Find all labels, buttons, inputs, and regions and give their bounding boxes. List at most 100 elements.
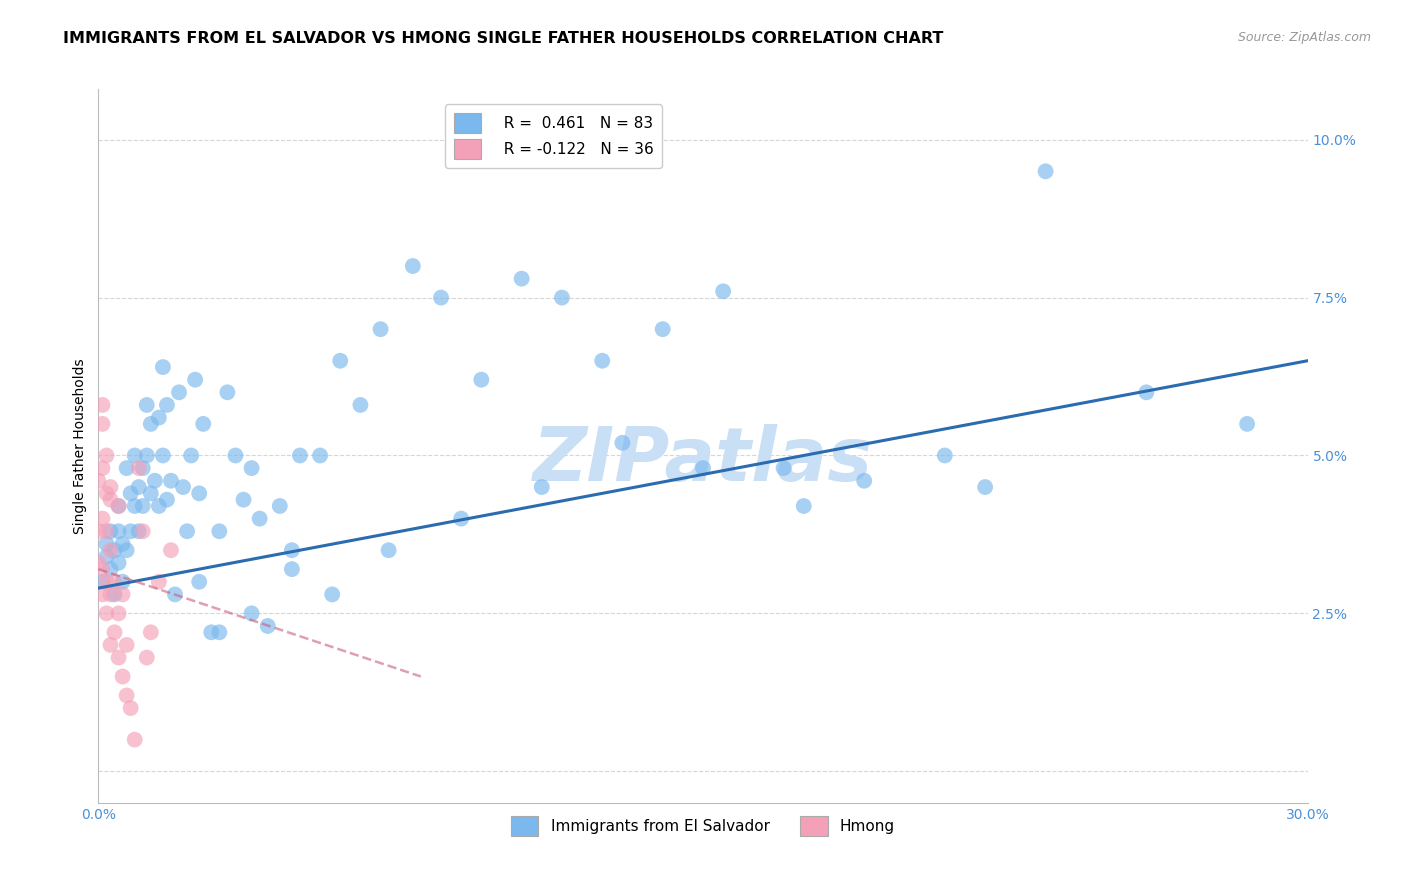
Point [974, 480, 997, 494]
Legend: Immigrants from El Salvador, Hmong: Immigrants from El Salvador, Hmong [502, 807, 904, 845]
Point [188, 486, 211, 500]
Point [377, 543, 399, 558]
Point [193, 417, 215, 431]
Y-axis label: Single Father Households: Single Father Households [73, 359, 87, 533]
Point [128, 461, 150, 475]
Point [240, 461, 263, 475]
Point [120, 524, 142, 539]
Point [107, 499, 129, 513]
Point [100, 524, 122, 539]
Point [124, 449, 146, 463]
Point [91, 417, 114, 431]
Point [91, 562, 114, 576]
Point [184, 373, 207, 387]
Point [96, 524, 118, 539]
Point [120, 486, 142, 500]
Point [120, 701, 142, 715]
Point [309, 449, 332, 463]
Point [139, 625, 162, 640]
Point [103, 587, 125, 601]
Point [288, 449, 311, 463]
Point [115, 638, 138, 652]
Point [167, 385, 190, 400]
Point [176, 524, 198, 539]
Point [156, 398, 179, 412]
Point [139, 417, 162, 431]
Point [591, 353, 613, 368]
Point [200, 625, 222, 640]
Point [128, 480, 150, 494]
Point [321, 587, 343, 601]
Point [96, 537, 118, 551]
Point [281, 562, 304, 576]
Point [91, 398, 114, 412]
Point [124, 732, 146, 747]
Point [132, 524, 155, 539]
Point [160, 474, 183, 488]
Point [100, 492, 122, 507]
Point [143, 474, 166, 488]
Point [651, 322, 673, 336]
Point [96, 574, 118, 589]
Point [111, 587, 134, 601]
Point [402, 259, 425, 273]
Point [208, 625, 231, 640]
Point [160, 543, 183, 558]
Point [91, 461, 114, 475]
Point [91, 574, 114, 589]
Point [91, 587, 114, 601]
Point [115, 461, 138, 475]
Point [100, 638, 122, 652]
Point [135, 449, 157, 463]
Point [510, 271, 533, 285]
Point [256, 619, 278, 633]
Point [100, 480, 122, 494]
Point [530, 480, 553, 494]
Point [1035, 164, 1057, 178]
Point [103, 625, 125, 640]
Point [172, 480, 194, 494]
Point [208, 524, 231, 539]
Point [349, 398, 371, 412]
Point [107, 499, 129, 513]
Point [96, 449, 118, 463]
Point [96, 607, 118, 621]
Point [853, 474, 876, 488]
Point [180, 449, 202, 463]
Point [1135, 385, 1157, 400]
Point [156, 492, 179, 507]
Point [132, 499, 155, 513]
Point [111, 669, 134, 683]
Point [115, 543, 138, 558]
Point [793, 499, 815, 513]
Point [100, 543, 122, 558]
Point [107, 556, 129, 570]
Point [91, 511, 114, 525]
Point [450, 511, 472, 525]
Point [111, 537, 134, 551]
Point [124, 499, 146, 513]
Point [612, 435, 634, 450]
Point [152, 449, 174, 463]
Point [217, 385, 239, 400]
Point [135, 650, 157, 665]
Point [87, 556, 110, 570]
Point [224, 449, 246, 463]
Point [107, 607, 129, 621]
Point [132, 461, 155, 475]
Point [107, 650, 129, 665]
Point [934, 449, 956, 463]
Point [370, 322, 392, 336]
Point [269, 499, 291, 513]
Point [281, 543, 304, 558]
Point [135, 398, 157, 412]
Point [115, 689, 138, 703]
Point [551, 291, 574, 305]
Point [152, 360, 174, 375]
Point [111, 574, 134, 589]
Point [470, 373, 492, 387]
Point [430, 291, 453, 305]
Point [139, 486, 162, 500]
Point [772, 461, 794, 475]
Point [103, 543, 125, 558]
